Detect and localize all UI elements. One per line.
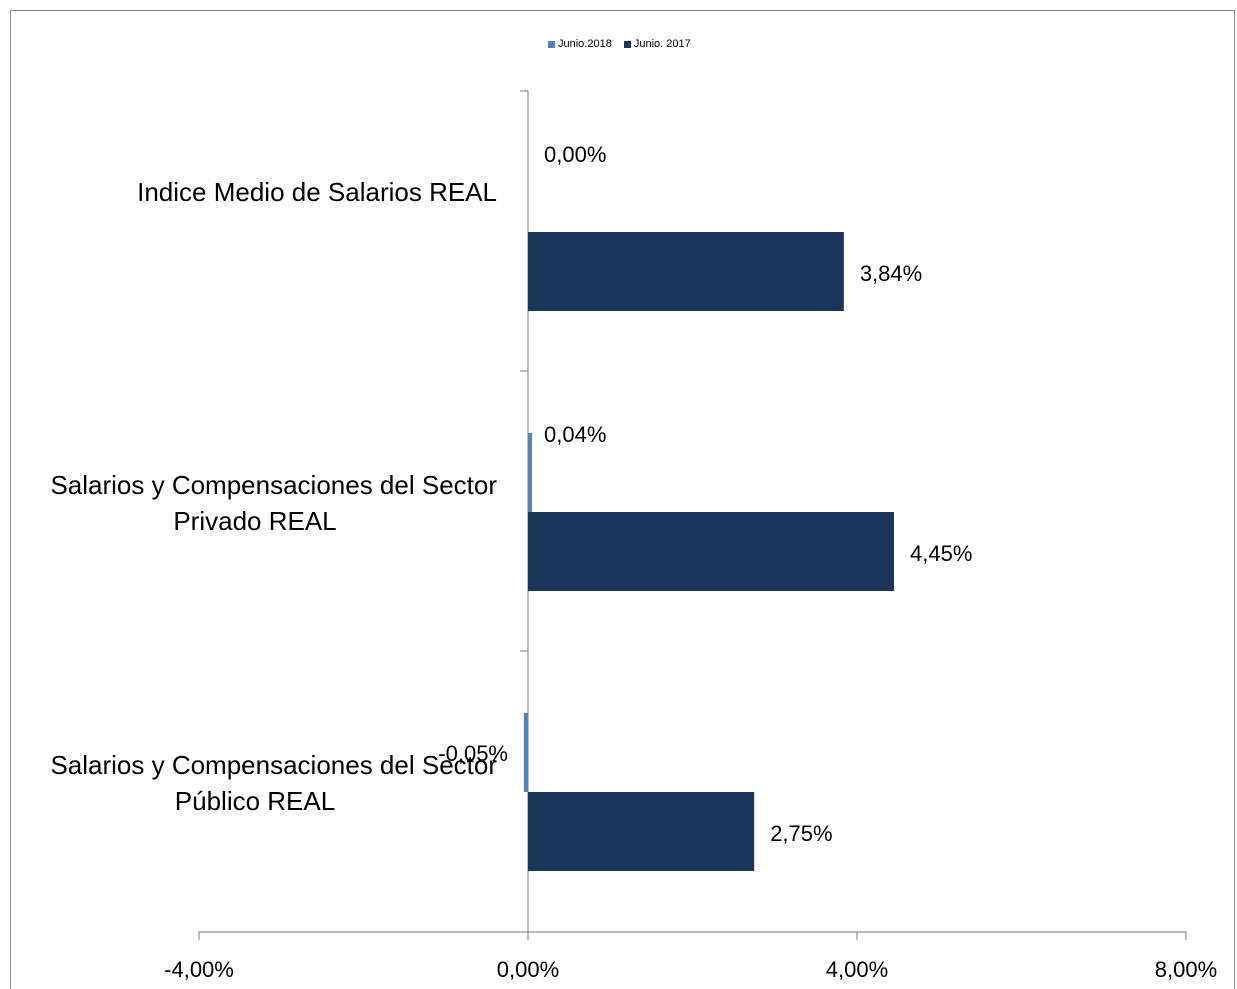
category-label: Privado REAL	[173, 506, 336, 536]
value-axis-tick-label: 0,00%	[497, 957, 559, 982]
legend-swatch-junio-2018	[548, 40, 555, 48]
legend-item-junio-2017: Junio. 2017	[623, 38, 691, 50]
legend-label-junio-2018: Junio.2018	[558, 38, 612, 50]
data-label: 3,84%	[860, 261, 922, 286]
value-axis-tick-label: 8,00%	[1155, 957, 1217, 982]
bar-junio-2017	[528, 792, 755, 871]
legend-item-junio-2018: Junio.2018	[548, 38, 612, 50]
bar-junio-2018	[523, 713, 528, 792]
legend: Junio.2018 Junio. 2017	[548, 38, 691, 50]
data-label: 2,75%	[770, 821, 832, 846]
bar-junio-2017	[528, 512, 895, 591]
category-label: Salarios y Compensaciones del Sector	[50, 470, 497, 500]
data-label: 0,04%	[544, 422, 606, 447]
legend-swatch-junio-2017	[623, 40, 631, 48]
value-axis-tick-label: -4,00%	[164, 957, 234, 982]
legend-label-junio-2017: Junio. 2017	[633, 38, 691, 50]
bar-junio-2018	[528, 433, 532, 512]
bar-junio-2017	[528, 232, 844, 311]
data-label: 4,45%	[910, 541, 972, 566]
data-label: -0,05%	[438, 741, 508, 766]
data-label: 0,00%	[544, 142, 606, 167]
category-label: Salarios y Compensaciones del Sector	[50, 750, 497, 780]
value-axis-tick-label: 4,00%	[826, 957, 888, 982]
category-label: Indice Medio de Salarios REAL	[137, 177, 497, 207]
category-label: Público REAL	[175, 786, 335, 816]
